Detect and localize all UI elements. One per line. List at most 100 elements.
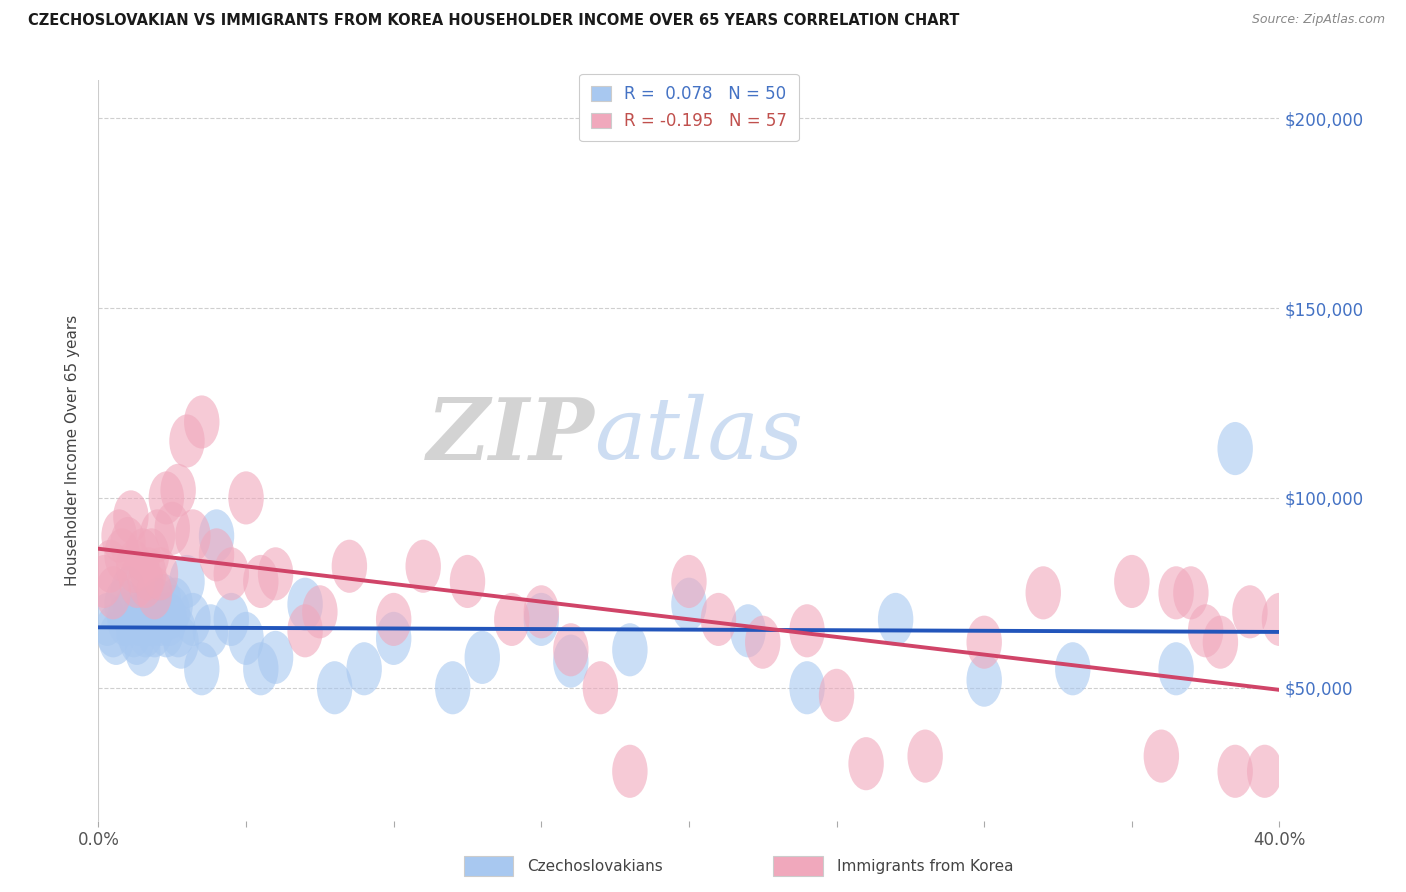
Ellipse shape	[193, 604, 228, 657]
Ellipse shape	[450, 555, 485, 608]
Ellipse shape	[160, 604, 195, 657]
Ellipse shape	[789, 661, 825, 714]
Ellipse shape	[1159, 566, 1194, 619]
Ellipse shape	[146, 574, 181, 627]
Text: ZIP: ZIP	[426, 394, 595, 477]
Ellipse shape	[671, 555, 707, 608]
Ellipse shape	[494, 593, 530, 646]
Ellipse shape	[96, 566, 131, 619]
Ellipse shape	[128, 604, 163, 657]
Ellipse shape	[101, 509, 136, 563]
Ellipse shape	[149, 604, 184, 657]
Ellipse shape	[671, 578, 707, 631]
Ellipse shape	[114, 585, 149, 639]
Ellipse shape	[1173, 566, 1209, 619]
Ellipse shape	[302, 585, 337, 639]
Ellipse shape	[228, 612, 264, 665]
Ellipse shape	[346, 642, 382, 696]
Legend: R =  0.078   N = 50, R = -0.195   N = 57: R = 0.078 N = 50, R = -0.195 N = 57	[579, 74, 799, 142]
Ellipse shape	[125, 624, 160, 676]
Ellipse shape	[134, 593, 169, 646]
Ellipse shape	[1025, 566, 1062, 619]
Ellipse shape	[1143, 730, 1180, 782]
Ellipse shape	[110, 566, 146, 619]
Ellipse shape	[128, 555, 163, 608]
Ellipse shape	[214, 548, 249, 600]
Ellipse shape	[1114, 555, 1150, 608]
Ellipse shape	[464, 631, 501, 684]
Ellipse shape	[228, 471, 264, 524]
Ellipse shape	[1054, 642, 1091, 696]
Ellipse shape	[122, 593, 157, 646]
Ellipse shape	[96, 604, 131, 657]
Ellipse shape	[98, 612, 134, 665]
Ellipse shape	[143, 593, 179, 646]
Ellipse shape	[789, 604, 825, 657]
Ellipse shape	[93, 540, 128, 593]
Ellipse shape	[125, 528, 160, 582]
Ellipse shape	[152, 593, 187, 646]
Text: Immigrants from Korea: Immigrants from Korea	[837, 859, 1014, 873]
Ellipse shape	[131, 548, 166, 600]
Ellipse shape	[163, 615, 198, 669]
Ellipse shape	[612, 624, 648, 676]
Ellipse shape	[176, 593, 211, 646]
Ellipse shape	[243, 642, 278, 696]
Ellipse shape	[877, 593, 914, 646]
Ellipse shape	[160, 464, 195, 516]
Ellipse shape	[287, 604, 323, 657]
Ellipse shape	[149, 471, 184, 524]
Ellipse shape	[169, 415, 205, 467]
Ellipse shape	[139, 578, 176, 631]
Ellipse shape	[523, 585, 560, 639]
Ellipse shape	[155, 501, 190, 555]
Ellipse shape	[117, 604, 152, 657]
Ellipse shape	[184, 642, 219, 696]
Ellipse shape	[143, 548, 179, 600]
Ellipse shape	[136, 566, 173, 619]
Ellipse shape	[107, 593, 143, 646]
Ellipse shape	[848, 737, 884, 790]
Ellipse shape	[375, 612, 412, 665]
Ellipse shape	[1159, 642, 1194, 696]
Ellipse shape	[117, 540, 152, 593]
Ellipse shape	[1218, 422, 1253, 475]
Ellipse shape	[1188, 604, 1223, 657]
Ellipse shape	[966, 654, 1002, 706]
Ellipse shape	[730, 604, 766, 657]
Ellipse shape	[375, 593, 412, 646]
Ellipse shape	[434, 661, 471, 714]
Ellipse shape	[1261, 593, 1298, 646]
Text: Source: ZipAtlas.com: Source: ZipAtlas.com	[1251, 13, 1385, 27]
Ellipse shape	[110, 516, 146, 570]
Ellipse shape	[818, 669, 855, 722]
Ellipse shape	[1247, 745, 1282, 797]
Ellipse shape	[120, 612, 155, 665]
Ellipse shape	[87, 555, 122, 608]
Ellipse shape	[745, 615, 780, 669]
Ellipse shape	[155, 585, 190, 639]
Ellipse shape	[198, 509, 235, 563]
Ellipse shape	[104, 578, 139, 631]
Ellipse shape	[184, 395, 219, 449]
Ellipse shape	[316, 661, 353, 714]
Ellipse shape	[582, 661, 619, 714]
Ellipse shape	[169, 555, 205, 608]
Ellipse shape	[700, 593, 737, 646]
Y-axis label: Householder Income Over 65 years: Householder Income Over 65 years	[65, 315, 80, 586]
Text: atlas: atlas	[595, 394, 804, 477]
Ellipse shape	[553, 624, 589, 676]
Ellipse shape	[287, 578, 323, 631]
Ellipse shape	[612, 745, 648, 797]
Ellipse shape	[1218, 745, 1253, 797]
Ellipse shape	[139, 509, 176, 563]
Ellipse shape	[257, 631, 294, 684]
Ellipse shape	[176, 509, 211, 563]
Text: Czechoslovakians: Czechoslovakians	[527, 859, 664, 873]
Ellipse shape	[157, 578, 193, 631]
Ellipse shape	[90, 593, 125, 646]
Ellipse shape	[136, 604, 173, 657]
Ellipse shape	[1232, 585, 1268, 639]
Ellipse shape	[966, 615, 1002, 669]
Ellipse shape	[120, 555, 155, 608]
